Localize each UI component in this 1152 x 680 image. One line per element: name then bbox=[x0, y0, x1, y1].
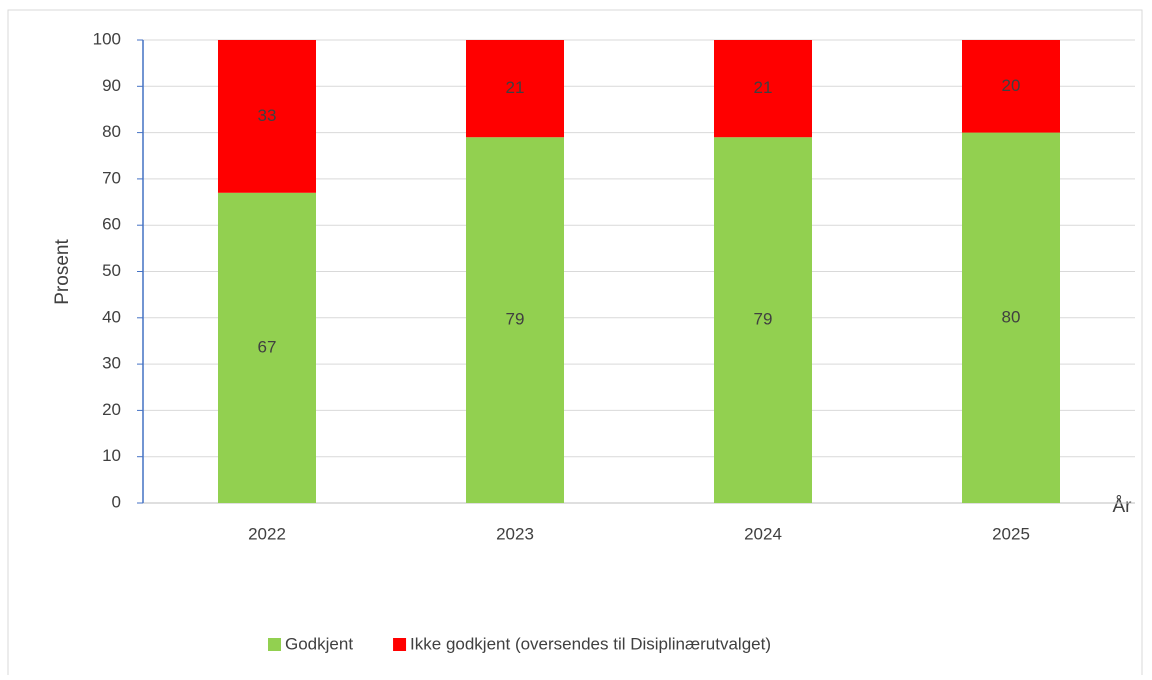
y-axis-label: Prosent bbox=[52, 239, 73, 305]
x-tick-label: 2023 bbox=[496, 524, 534, 543]
data-label: 21 bbox=[506, 78, 525, 97]
legend-swatch bbox=[393, 638, 407, 651]
y-tick-label: 90 bbox=[102, 76, 121, 95]
x-tick-label: 2025 bbox=[992, 524, 1030, 543]
bar-segment bbox=[218, 40, 316, 193]
y-tick-label: 70 bbox=[102, 168, 121, 187]
legend-label: Ikke godkjent (oversendes til Disiplinær… bbox=[410, 634, 771, 653]
y-tick-label: 40 bbox=[102, 307, 121, 326]
data-label: 80 bbox=[1002, 307, 1021, 326]
data-label: 20 bbox=[1002, 76, 1021, 95]
y-tick-label: 100 bbox=[93, 29, 121, 48]
y-tick-label: 0 bbox=[112, 492, 121, 511]
legend-swatch bbox=[268, 638, 281, 651]
y-tick-label: 30 bbox=[102, 354, 121, 373]
x-tick-label: 2022 bbox=[248, 524, 286, 543]
y-tick-label: 10 bbox=[102, 446, 121, 465]
y-tick-label: 50 bbox=[102, 261, 121, 280]
legend-label: Godkjent bbox=[285, 634, 353, 653]
y-tick-label: 20 bbox=[102, 400, 121, 419]
data-label: 33 bbox=[258, 106, 277, 125]
x-axis-label: År bbox=[1113, 496, 1133, 517]
y-tick-label: 80 bbox=[102, 122, 121, 141]
x-tick-label: 2024 bbox=[744, 524, 782, 543]
bar-segment bbox=[962, 40, 1060, 133]
chart-frame bbox=[7, 9, 1143, 680]
bar-segment bbox=[466, 40, 564, 138]
data-label: 21 bbox=[754, 78, 773, 97]
data-label: 79 bbox=[506, 310, 525, 329]
data-label: 67 bbox=[258, 337, 277, 356]
y-tick-label: 60 bbox=[102, 215, 121, 234]
data-label: 79 bbox=[754, 310, 773, 329]
bar-segment bbox=[218, 192, 316, 504]
bar-segment bbox=[962, 132, 1060, 503]
bar-segment bbox=[466, 137, 564, 504]
bar-segment bbox=[714, 40, 812, 138]
bar-segment bbox=[714, 137, 812, 504]
